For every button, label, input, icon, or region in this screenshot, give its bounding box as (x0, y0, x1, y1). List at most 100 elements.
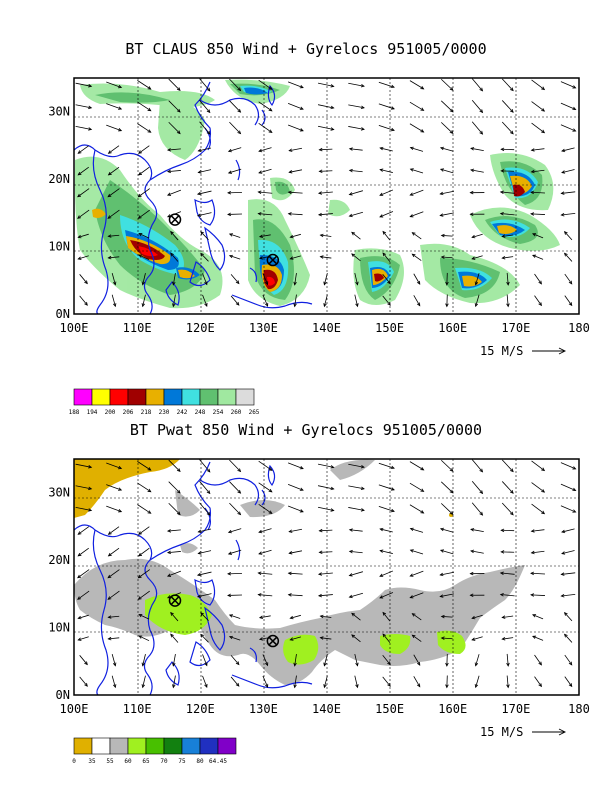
wind-vector (348, 528, 363, 532)
map-frame-top (73, 77, 580, 315)
wind-vector (318, 550, 333, 554)
wind-vector (348, 463, 365, 469)
wind-vector (440, 459, 454, 472)
wind-vector (354, 294, 359, 308)
wind-vector (506, 294, 510, 308)
wind-vector (471, 255, 483, 260)
colorbar-swatch (181, 388, 201, 406)
wind-vector (409, 123, 425, 133)
wind-vector (172, 653, 176, 667)
wind-vector (474, 654, 480, 667)
wind-vector (228, 254, 241, 260)
wind-vector (318, 528, 333, 533)
wind-vector (196, 571, 212, 577)
wind-vector (351, 634, 361, 643)
wind-reference-label-top: 15 M/S (480, 344, 523, 358)
wind-vector (137, 482, 152, 493)
wind-vector (563, 231, 573, 241)
wind-vector (348, 592, 364, 599)
gyre-location-marker (168, 213, 182, 226)
wind-vector (293, 675, 297, 689)
wind-vector (413, 295, 421, 307)
wind-vector (111, 294, 117, 308)
wind-vector (137, 123, 152, 133)
wind-vector (258, 549, 272, 555)
wind-vector (409, 549, 424, 555)
colorbar-swatch (109, 388, 129, 406)
wind-vector (501, 481, 514, 494)
wind-vector (348, 571, 364, 577)
wind-vector (471, 233, 483, 239)
wind-vector (138, 614, 150, 620)
wind-vector (348, 549, 363, 554)
wind-vector (471, 502, 484, 516)
wind-vector (564, 654, 573, 666)
colorbar-label: 188 (69, 409, 80, 416)
wind-vector (288, 550, 303, 555)
wind-vector (262, 294, 269, 307)
wind-vector (348, 104, 365, 110)
wind-vector (317, 593, 333, 598)
wind-vector (379, 168, 393, 173)
wind-vector (474, 273, 480, 286)
wind-vector (382, 655, 391, 666)
wind-vector (107, 569, 120, 579)
wind-vector (293, 272, 297, 286)
wind-vector (506, 675, 510, 689)
wind-vector (141, 675, 146, 689)
wind-vector (138, 547, 150, 557)
wind-vector (500, 528, 515, 533)
wind-vector (560, 572, 576, 576)
wind-vector (500, 147, 515, 152)
x-tick-label: 160E (438, 321, 467, 335)
wind-vector (258, 482, 273, 493)
wind-vector (563, 612, 573, 622)
wind-vector (75, 485, 93, 491)
wind-vector (106, 505, 123, 513)
wind-vector (137, 590, 150, 600)
wind-vector (560, 483, 577, 492)
wind-vector (469, 571, 485, 576)
wind-vector (530, 593, 545, 597)
wind-reference-arrow-top (532, 347, 567, 355)
wind-vector (499, 190, 515, 194)
wind-vector (531, 79, 546, 91)
wind-vector (200, 633, 209, 643)
wind-vector (317, 212, 333, 217)
wind-vector (257, 190, 273, 194)
wind-vector (166, 169, 181, 174)
wind-vector (262, 273, 269, 286)
wind-vector (500, 550, 515, 554)
wind-vector (288, 169, 303, 174)
wind-vector (379, 211, 394, 218)
colorbar-swatch (145, 388, 165, 406)
wind-vector (79, 655, 88, 666)
wind-vector (258, 123, 273, 133)
wind-vector (506, 653, 510, 667)
wind-vector (258, 101, 273, 112)
wind-vector (168, 459, 181, 473)
wind-vector (107, 526, 120, 535)
colorbar-swatch (73, 388, 93, 406)
wind-vector (166, 529, 181, 533)
wind-vector (77, 590, 90, 600)
colorbar-label: 0 (72, 758, 76, 765)
colorbar-swatch (163, 737, 183, 755)
x-tick-label: 110E (123, 321, 152, 335)
gyrelocs-bottom (168, 594, 280, 648)
wind-vector (196, 212, 212, 217)
wind-vector (379, 146, 393, 152)
wind-vector (531, 503, 546, 515)
colorbar-swatch (127, 737, 147, 755)
wind-vector (227, 549, 242, 555)
wind-vector (378, 462, 395, 470)
x-tick-label: 150E (375, 702, 404, 716)
colorbar-swatch (127, 388, 147, 406)
wind-vector (172, 675, 176, 689)
wind-reference-label-bottom: 15 M/S (480, 725, 523, 739)
wind-vector (106, 103, 123, 110)
y-tick-label: 20N (48, 553, 70, 567)
claus-field (74, 79, 560, 309)
wind-vector (168, 481, 181, 494)
wind-vector (107, 590, 120, 600)
